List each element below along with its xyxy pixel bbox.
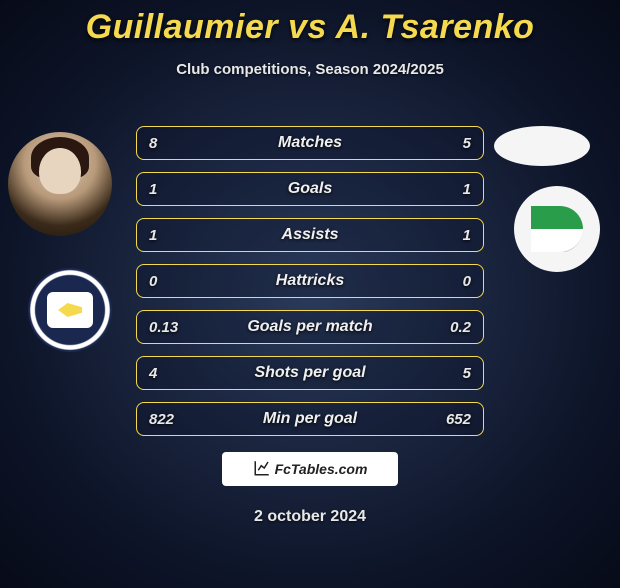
date-text: 2 october 2024	[254, 508, 366, 526]
stat-left-value: 822	[149, 411, 174, 428]
stat-row: 822 Min per goal 652	[136, 402, 484, 436]
player-right-avatar	[494, 126, 590, 166]
stat-label: Shots per goal	[254, 364, 365, 382]
stat-right-value: 1	[463, 227, 471, 244]
stat-label: Hattricks	[276, 272, 344, 290]
stat-right-value: 1	[463, 181, 471, 198]
stat-left-value: 0.13	[149, 319, 178, 336]
stat-right-value: 5	[463, 365, 471, 382]
stats-table: 8 Matches 5 1 Goals 1 1 Assists 1 0 Hatt…	[136, 126, 484, 448]
stat-left-value: 1	[149, 181, 157, 198]
player-right-club-crest	[514, 186, 600, 272]
stat-right-value: 0	[463, 273, 471, 290]
stat-row: 4 Shots per goal 5	[136, 356, 484, 390]
stat-row: 1 Assists 1	[136, 218, 484, 252]
stat-label: Goals	[288, 180, 332, 198]
stat-right-value: 652	[446, 411, 471, 428]
brand-text: FcTables.com	[275, 461, 368, 477]
stat-right-value: 0.2	[450, 319, 471, 336]
stat-label: Matches	[278, 134, 342, 152]
stat-row: 0 Hattricks 0	[136, 264, 484, 298]
chart-icon	[253, 459, 271, 480]
stat-label: Min per goal	[263, 410, 357, 428]
stat-row: 1 Goals 1	[136, 172, 484, 206]
page-title: Guillaumier vs A. Tsarenko	[0, 8, 620, 47]
player-left-club-crest	[28, 268, 112, 352]
stat-label: Goals per match	[247, 318, 372, 336]
stat-row: 8 Matches 5	[136, 126, 484, 160]
stat-row: 0.13 Goals per match 0.2	[136, 310, 484, 344]
stat-left-value: 0	[149, 273, 157, 290]
brand-link[interactable]: FcTables.com	[222, 452, 398, 486]
stat-left-value: 8	[149, 135, 157, 152]
stat-left-value: 4	[149, 365, 157, 382]
player-left-avatar	[8, 132, 112, 236]
stat-left-value: 1	[149, 227, 157, 244]
stat-label: Assists	[282, 226, 339, 244]
stat-right-value: 5	[463, 135, 471, 152]
subtitle: Club competitions, Season 2024/2025	[0, 61, 620, 78]
